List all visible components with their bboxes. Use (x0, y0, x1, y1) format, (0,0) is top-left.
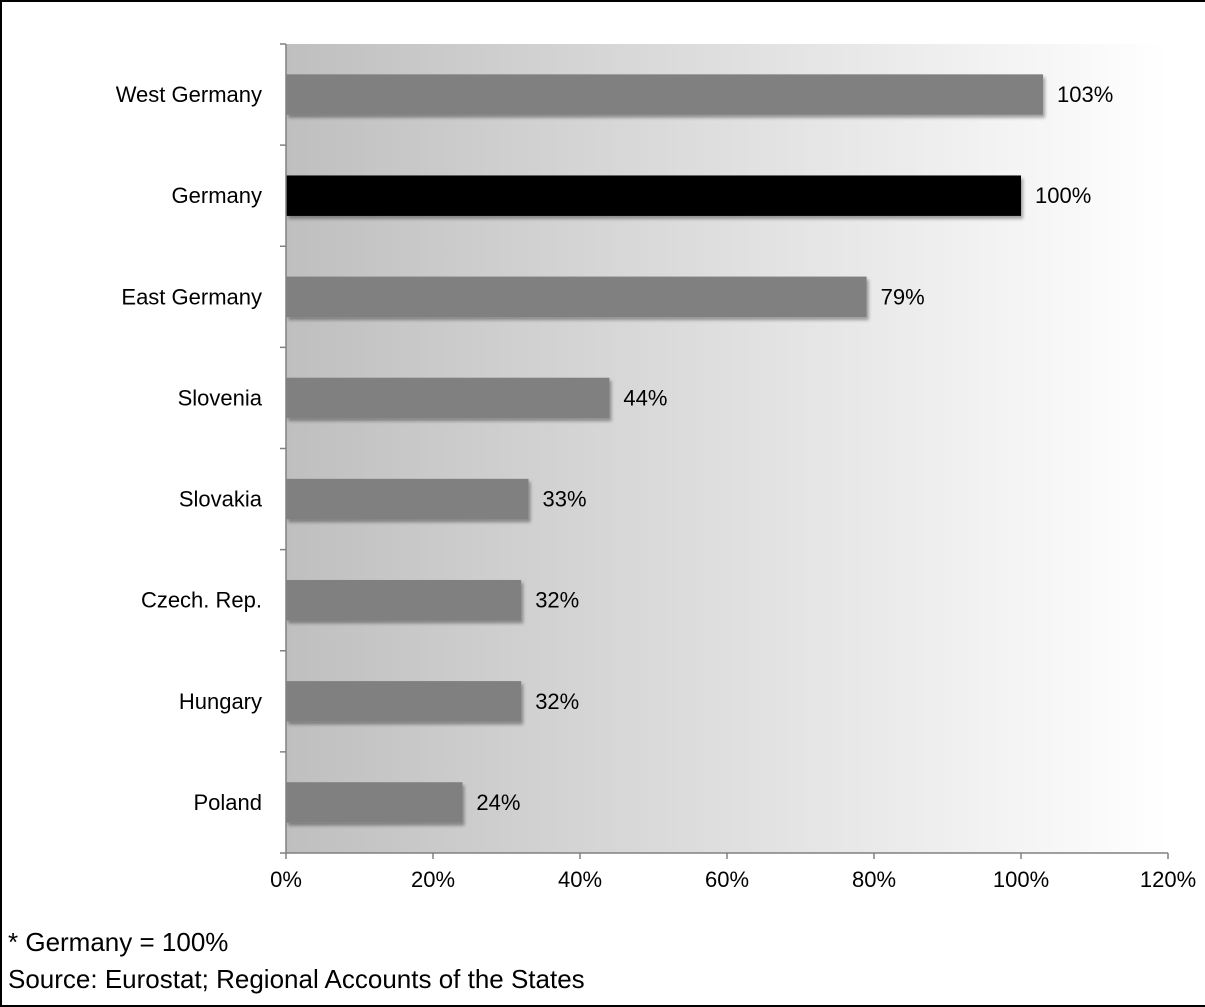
bar-slovenia (286, 377, 610, 419)
x-tick-label-20: 20% (411, 867, 455, 892)
category-label-czech-rep: Czech. Rep. (141, 588, 262, 613)
category-label-germany: Germany (172, 183, 262, 208)
data-label-slovenia: 44% (623, 385, 667, 410)
category-label-slovakia: Slovakia (179, 487, 263, 512)
data-label-germany: 100% (1035, 183, 1091, 208)
plot-area (286, 44, 1168, 853)
x-tick-label-60: 60% (705, 867, 749, 892)
footnote-baseline: * Germany = 100% (8, 927, 229, 957)
x-tick-label-80: 80% (852, 867, 896, 892)
bar-poland (286, 782, 463, 823)
category-labels: West Germany Germany East Germany Slovenia S… (116, 82, 263, 815)
data-labels: 103% 100% 79% 44% 33% 32% 32% 24% (476, 82, 1113, 815)
x-tick-label-40: 40% (558, 867, 602, 892)
data-label-slovakia: 33% (543, 487, 587, 512)
category-label-west-germany: West Germany (116, 82, 262, 107)
data-label-poland: 24% (476, 790, 520, 815)
x-tick-labels: 0% 20% 40% 60% 80% 100% 120% (270, 867, 1196, 892)
bar-germany (286, 175, 1021, 216)
category-label-poland: Poland (193, 790, 262, 815)
x-tick-label-100: 100% (993, 867, 1049, 892)
x-tick-label-120: 120% (1140, 867, 1196, 892)
data-label-west-germany: 103% (1057, 82, 1113, 107)
axes (280, 43, 1169, 859)
bar-west-germany (286, 74, 1044, 115)
bar-czech-rep (286, 579, 522, 621)
bar-hungary (286, 681, 522, 722)
category-label-hungary: Hungary (179, 689, 262, 714)
bar-slovakia (286, 478, 529, 520)
category-label-east-germany: East Germany (121, 284, 262, 309)
bars (286, 74, 1044, 823)
data-label-hungary: 32% (535, 689, 579, 714)
category-label-slovenia: Slovenia (178, 385, 263, 410)
bar-chart: 103% 100% 79% 44% 33% 32% 32% 24% West Germany G… (116, 43, 1196, 892)
footnote-source: Source: Eurostat; Regional Accounts of t… (8, 964, 585, 994)
bar-east-germany (286, 276, 867, 318)
data-label-east-germany: 79% (881, 284, 925, 309)
data-label-czech-rep: 32% (535, 588, 579, 613)
x-tick-label-0: 0% (270, 867, 302, 892)
